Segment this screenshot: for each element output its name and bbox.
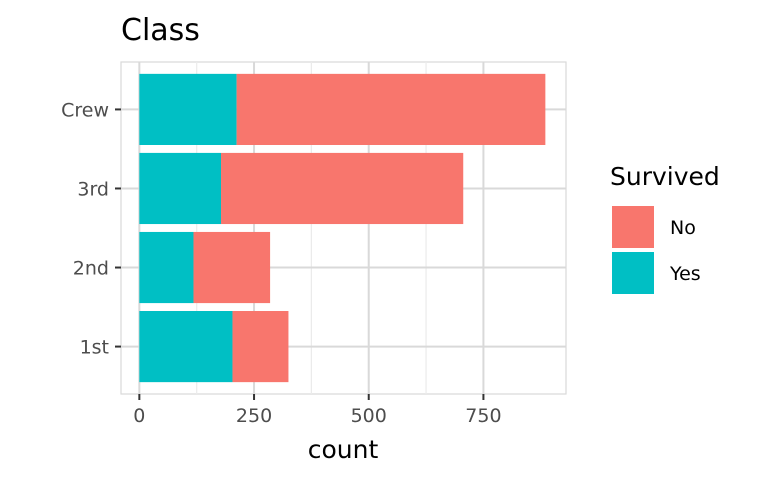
- legend-title: Survived: [610, 162, 720, 191]
- x-tick-label: 250: [236, 405, 272, 427]
- bar-1st-no: [232, 311, 289, 383]
- legend: Survived No Yes: [610, 162, 720, 294]
- y-tick-label: 2nd: [73, 258, 109, 280]
- x-tick-label: 0: [133, 405, 145, 427]
- chart-title: Class: [121, 13, 200, 48]
- y-tick-label: Crew: [61, 99, 109, 121]
- legend-key-no: [612, 206, 654, 248]
- bar-3rd-no: [221, 152, 464, 225]
- x-tick-label: 750: [465, 405, 501, 427]
- bar-crew-no: [236, 73, 546, 145]
- legend-label-no: No: [670, 217, 696, 239]
- legend-label-yes: Yes: [669, 263, 701, 285]
- y-tick-label: 3rd: [77, 178, 109, 200]
- bars: [139, 73, 546, 383]
- x-axis-title: count: [308, 435, 379, 464]
- bar-crew-yes: [139, 73, 237, 145]
- bar-3rd-yes: [139, 152, 222, 225]
- x-tick-label: 500: [351, 405, 387, 427]
- bar-2nd-yes: [139, 231, 194, 304]
- bar-1st-yes: [139, 311, 233, 383]
- bar-2nd-no: [193, 231, 271, 304]
- legend-key-yes: [612, 252, 654, 294]
- y-tick-label: 1st: [80, 337, 109, 359]
- axes: 0 250 500 750 1st 2nd 3rd Crew: [61, 99, 501, 427]
